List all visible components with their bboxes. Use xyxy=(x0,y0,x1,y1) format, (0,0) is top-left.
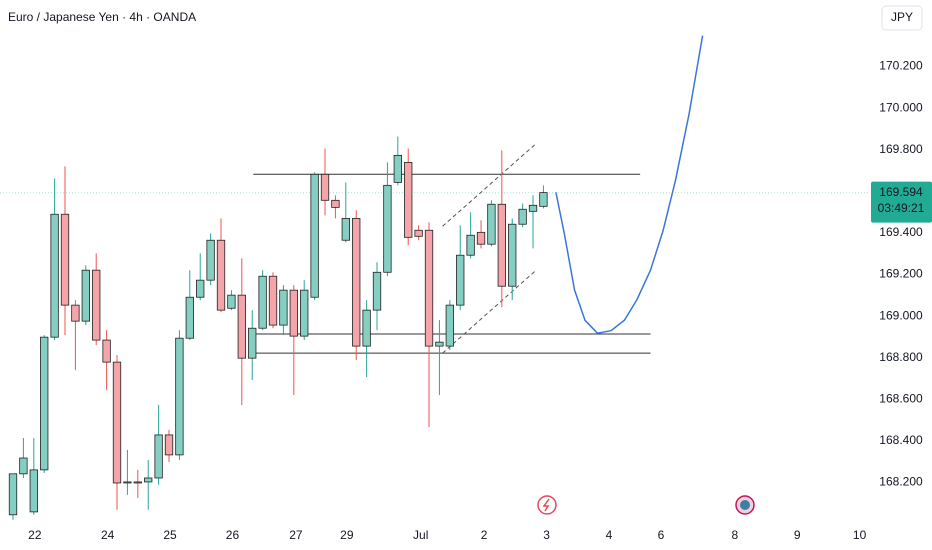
candle-body xyxy=(310,173,319,298)
candle-body xyxy=(102,339,111,363)
candle-body xyxy=(518,208,527,225)
x-tick-label: 27 xyxy=(289,528,303,542)
x-tick-label: 8 xyxy=(731,528,738,542)
candle-body xyxy=(487,203,496,245)
candle-body xyxy=(445,304,454,347)
candle-body xyxy=(362,309,371,347)
currency-label[interactable]: JPY xyxy=(891,10,913,24)
candle-body xyxy=(144,477,153,483)
candle-body xyxy=(248,327,257,359)
candle-body xyxy=(508,223,517,287)
candle-body xyxy=(466,234,475,256)
candle-body xyxy=(289,289,298,337)
candle-body xyxy=(112,361,122,484)
y-tick-label: 170.000 xyxy=(879,100,923,114)
y-tick-label: 168.800 xyxy=(879,350,923,364)
candle-body xyxy=(133,481,142,484)
y-tick-label: 169.000 xyxy=(879,308,923,322)
candle-body xyxy=(19,457,28,475)
candle-body xyxy=(206,239,215,281)
candle-body xyxy=(383,184,392,273)
x-tick-label: 10 xyxy=(853,528,867,542)
x-tick-label: 22 xyxy=(28,528,42,542)
candle-body xyxy=(71,304,80,322)
x-tick-label: 26 xyxy=(226,528,240,542)
candle-body xyxy=(154,434,163,479)
last-price-box xyxy=(871,181,932,223)
y-tick-label: 168.200 xyxy=(879,475,923,489)
candle-body xyxy=(404,162,413,238)
candle-body xyxy=(300,289,309,337)
candle-body xyxy=(164,434,174,456)
candle-body xyxy=(196,279,205,298)
candle-body xyxy=(352,217,361,347)
x-tick-label: 29 xyxy=(340,528,354,542)
x-tick-label: 9 xyxy=(794,528,801,542)
projection-curve xyxy=(555,35,704,334)
candle-body xyxy=(424,229,434,347)
x-tick-label: 24 xyxy=(101,528,115,542)
candle-body xyxy=(123,481,132,484)
x-tick-label: 4 xyxy=(606,528,613,542)
event-icon[interactable] xyxy=(537,495,557,515)
chart-title: Euro / Japanese Yen · 4h · OANDA xyxy=(8,10,196,24)
candle-body xyxy=(50,213,59,338)
event-circle[interactable] xyxy=(537,495,557,515)
last-price-label: 169.594 xyxy=(879,185,923,199)
event-bolt xyxy=(542,498,550,512)
candle-body xyxy=(497,203,506,287)
news-icon[interactable] xyxy=(735,495,755,515)
candle-body xyxy=(456,254,465,306)
candle-body xyxy=(258,275,267,329)
candle-body xyxy=(320,173,330,201)
candle-body xyxy=(341,217,350,241)
y-tick-label: 168.400 xyxy=(879,433,923,447)
x-tick-label: 2 xyxy=(481,528,488,542)
candle-body xyxy=(279,289,288,326)
candle-body xyxy=(393,154,402,183)
y-tick-label: 170.200 xyxy=(879,59,923,73)
candle-body xyxy=(435,341,444,347)
candle-body xyxy=(476,231,486,245)
candle-body xyxy=(60,213,70,306)
y-tick-label: 169.200 xyxy=(879,267,923,281)
currency-button[interactable] xyxy=(881,5,923,31)
y-tick-label: 169.400 xyxy=(879,225,923,239)
candle-body xyxy=(268,275,278,326)
news-globe xyxy=(740,500,750,510)
candle-body xyxy=(227,294,236,309)
x-tick-label: 6 xyxy=(658,528,665,542)
x-tick-label: 25 xyxy=(163,528,177,542)
candle-body xyxy=(175,337,184,456)
candle-body xyxy=(8,473,18,516)
candle-body xyxy=(216,239,226,311)
candle-body xyxy=(40,336,49,471)
x-tick-label: 3 xyxy=(543,528,550,542)
candle-body xyxy=(29,469,38,513)
y-tick-label: 169.800 xyxy=(879,142,923,156)
candle-body xyxy=(185,296,194,339)
candle-body xyxy=(237,294,246,359)
candle-body xyxy=(372,271,382,311)
x-tick-label: Jul xyxy=(413,528,428,542)
candle-body xyxy=(528,204,538,212)
candle-body xyxy=(331,199,340,208)
candle-body xyxy=(81,269,90,322)
countdown-label: 03:49:21 xyxy=(878,201,925,215)
y-tick-label: 168.600 xyxy=(879,392,923,406)
candle-body xyxy=(92,269,101,341)
candle-body xyxy=(539,192,548,207)
candle-body xyxy=(414,229,423,237)
